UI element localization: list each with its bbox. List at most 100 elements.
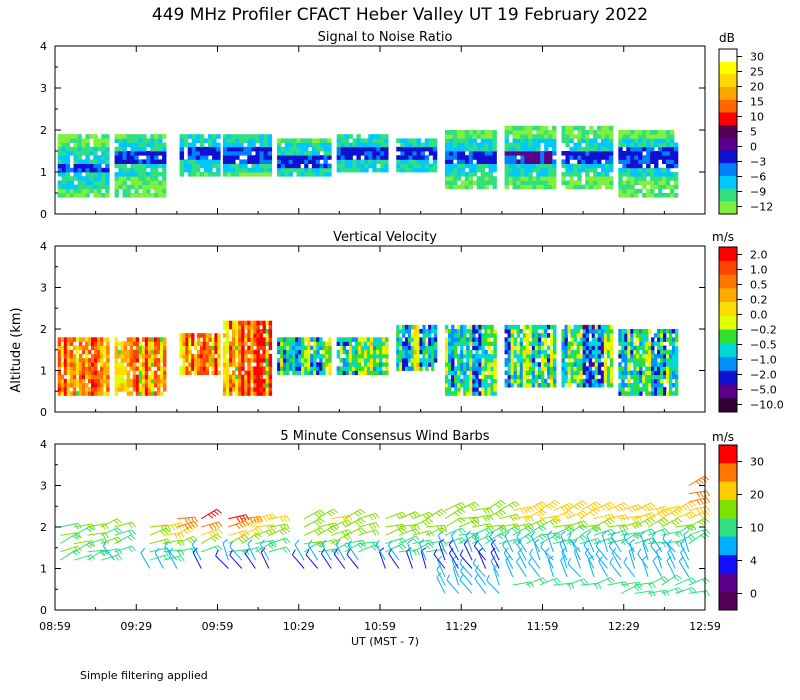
- velocity-cell: [466, 329, 470, 334]
- velocity-cell: [674, 358, 679, 363]
- snr-cell: [284, 142, 290, 148]
- snr-cell: [630, 142, 635, 148]
- velocity-cell: [475, 345, 479, 351]
- velocity-cell: [372, 337, 377, 342]
- snr-cell: [134, 138, 139, 143]
- velocity-cell: [196, 349, 201, 355]
- velocity-cell: [594, 370, 599, 376]
- snr-segment: [277, 138, 332, 177]
- wind-barb-flag: [618, 515, 623, 522]
- snr-cell: [61, 184, 67, 190]
- snr-cell: [404, 151, 409, 156]
- snr-cell: [380, 159, 385, 164]
- velocity-cell: [342, 370, 347, 376]
- snr-cell: [460, 151, 466, 156]
- velocity-cell: [120, 387, 125, 392]
- velocity-cell: [114, 370, 119, 376]
- velocity-cell: [199, 333, 204, 338]
- snr-cell: [456, 167, 462, 173]
- velocity-cell: [69, 362, 74, 367]
- velocity-cell: [72, 362, 77, 367]
- snr-cell: [247, 138, 252, 143]
- velocity-cell: [322, 366, 326, 371]
- velocity-cell: [413, 358, 417, 363]
- wind-barb-flag: [473, 540, 478, 547]
- velocity-cell: [199, 353, 204, 359]
- wind-barb-flag: [247, 539, 253, 545]
- wind-barb: [114, 534, 131, 545]
- velocity-cell: [657, 382, 661, 388]
- snr-cell: [512, 159, 517, 164]
- velocity-cell: [549, 370, 554, 376]
- velocity-cell: [100, 337, 104, 342]
- colorbar-swatch: [719, 343, 737, 358]
- snr-cell: [420, 146, 426, 152]
- snr-cell: [360, 142, 365, 148]
- snr-cell: [565, 159, 570, 164]
- snr-cell: [308, 159, 313, 164]
- wind-barb-flag: [357, 510, 363, 516]
- snr-cell: [424, 155, 430, 160]
- velocity-cell: [579, 358, 584, 363]
- velocity-cell: [253, 370, 257, 376]
- velocity-cell: [600, 329, 605, 334]
- velocity-cell: [618, 391, 622, 396]
- velocity-cell: [651, 341, 655, 346]
- velocity-cell: [351, 349, 356, 355]
- velocity-cell: [304, 362, 308, 367]
- velocity-cell: [561, 362, 565, 367]
- snr-cell: [622, 134, 627, 139]
- wind-barb: [229, 554, 243, 569]
- velocity-cell: [657, 329, 661, 334]
- velocity-cell: [451, 358, 455, 363]
- velocity-cell: [208, 337, 212, 342]
- snr-cell: [154, 138, 159, 143]
- velocity-cell: [289, 337, 293, 342]
- velocity-cell: [648, 362, 652, 367]
- velocity-cell: [97, 387, 101, 392]
- velocity-cell: [504, 341, 509, 346]
- snr-cell: [622, 159, 627, 164]
- snr-cell: [348, 163, 353, 169]
- snr-cell: [158, 146, 163, 152]
- velocity-cell: [247, 333, 251, 338]
- snr-cell: [154, 193, 159, 198]
- snr-cell: [203, 159, 209, 164]
- snr-cell: [323, 172, 328, 177]
- velocity-cell: [385, 337, 389, 342]
- velocity-cell: [624, 358, 628, 363]
- velocity-cell: [407, 341, 412, 346]
- velocity-cell: [454, 382, 458, 388]
- velocity-cell: [265, 378, 270, 384]
- velocity-cell: [196, 362, 201, 367]
- velocity-cell: [259, 378, 263, 384]
- snr-cell: [424, 167, 430, 173]
- velocity-cell: [87, 358, 92, 363]
- velocity-cell: [385, 353, 389, 359]
- velocity-cell: [84, 349, 89, 355]
- velocity-cell: [428, 337, 432, 342]
- velocity-cell: [504, 362, 509, 367]
- snr-cell: [380, 138, 385, 143]
- wind-barb-flag: [72, 535, 79, 540]
- velocity-cell: [141, 362, 146, 367]
- velocity-cell: [379, 370, 383, 376]
- snr-cell: [456, 142, 462, 148]
- velocity-cell: [416, 362, 420, 367]
- wind-barb-flag: [117, 536, 123, 542]
- velocity-cell: [413, 366, 417, 371]
- snr-cell: [516, 172, 521, 177]
- velocity-cell: [493, 349, 497, 355]
- velocity-cell: [463, 374, 467, 380]
- snr-cell: [484, 172, 489, 177]
- snr-cell: [544, 125, 549, 131]
- velocity-cell: [564, 345, 568, 351]
- velocity-cell: [666, 329, 670, 334]
- snr-cell: [400, 151, 405, 156]
- velocity-cell: [126, 349, 131, 355]
- velocity-cell: [253, 329, 257, 334]
- wind-barb: [200, 508, 217, 520]
- snr-cell: [601, 172, 606, 177]
- velocity-cell: [671, 370, 676, 376]
- snr-cell: [368, 138, 373, 143]
